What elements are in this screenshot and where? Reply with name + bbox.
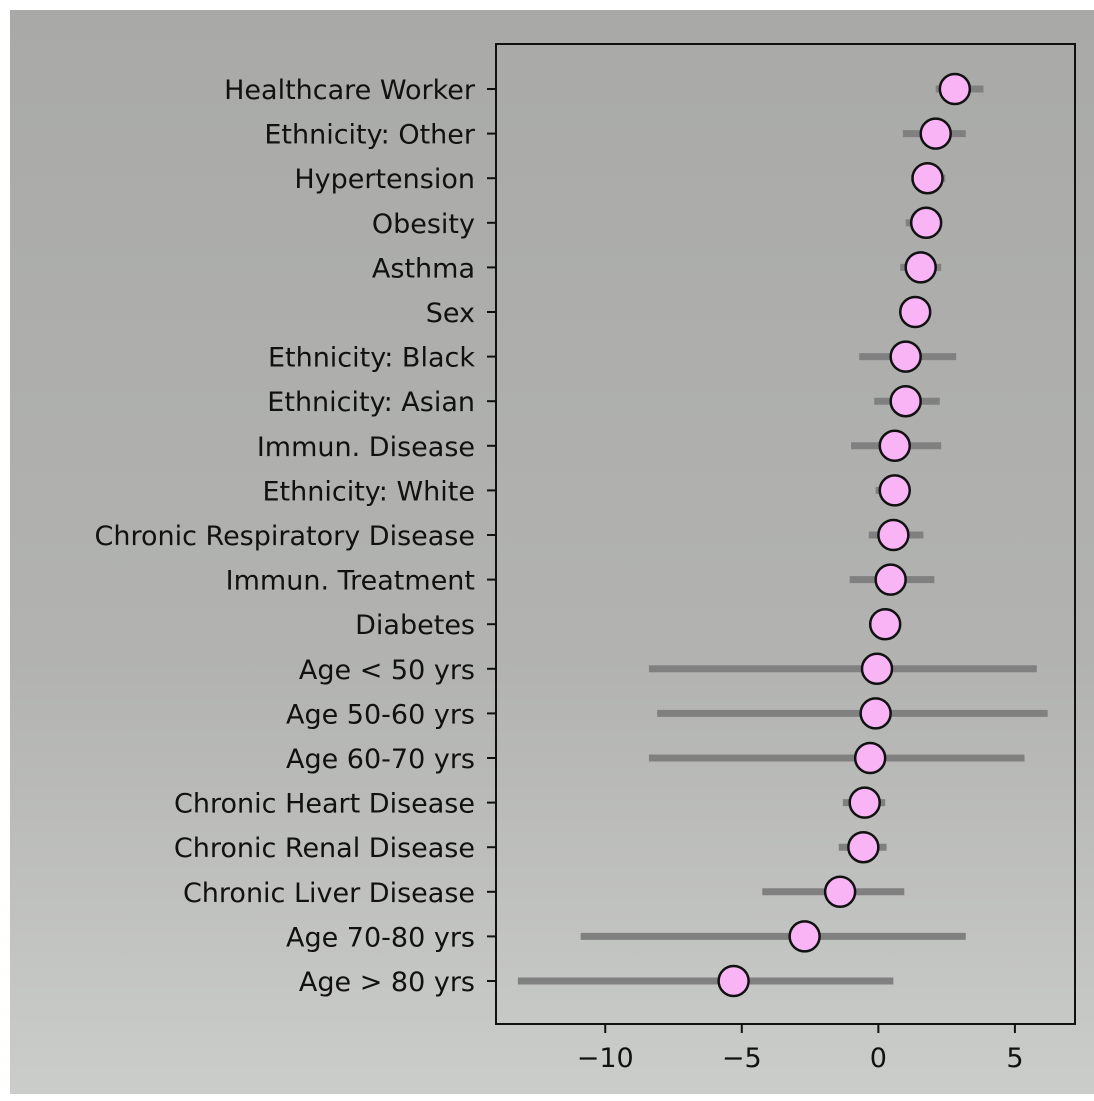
data-point — [868, 607, 902, 641]
data-point — [853, 741, 887, 775]
data-point — [874, 563, 907, 596]
data-point — [904, 251, 937, 284]
data-point — [919, 117, 952, 150]
x-tick-label: 0 — [870, 1043, 887, 1074]
x-tick-label: −5 — [722, 1043, 762, 1074]
y-tick-label: Age > 80 yrs — [299, 967, 475, 998]
data-point — [860, 652, 894, 686]
y-tick-label: Ethnicity: White — [262, 476, 475, 507]
y-tick-label: Age < 50 yrs — [299, 655, 475, 686]
data-point — [717, 964, 750, 998]
data-point — [898, 295, 932, 329]
y-tick-label: Immun. Disease — [257, 432, 475, 463]
data-point — [788, 920, 821, 953]
data-point — [889, 384, 922, 418]
y-tick-label: Age 60-70 yrs — [286, 744, 475, 775]
y-tick-label: Ethnicity: Black — [268, 343, 475, 374]
figure-background — [10, 10, 1094, 1094]
data-point — [848, 786, 881, 819]
y-tick-label: Age 50-60 yrs — [286, 699, 475, 730]
x-tick-label: 5 — [1006, 1043, 1023, 1074]
data-point — [909, 206, 943, 240]
data-point — [823, 875, 857, 909]
y-tick-label: Diabetes — [355, 610, 475, 641]
y-tick-label: Sex — [426, 298, 475, 329]
y-tick-label: Chronic Liver Disease — [183, 878, 475, 909]
data-point — [877, 518, 910, 552]
y-tick-label: Asthma — [372, 253, 475, 284]
data-point — [938, 72, 972, 106]
data-point — [859, 697, 892, 730]
y-tick-label: Chronic Respiratory Disease — [94, 521, 475, 552]
x-tick-label: −10 — [577, 1043, 634, 1074]
y-tick-label: Age 70-80 yrs — [286, 922, 475, 953]
y-tick-label: Hypertension — [294, 164, 475, 195]
y-tick-label: Ethnicity: Other — [264, 120, 476, 151]
data-point — [878, 474, 911, 507]
data-point — [889, 340, 922, 373]
data-point — [878, 429, 911, 463]
y-tick-label: Chronic Heart Disease — [174, 789, 475, 820]
axes-frame — [495, 43, 1076, 1025]
y-tick-label: Ethnicity: Asian — [267, 387, 475, 418]
data-point — [847, 830, 880, 864]
y-tick-label: Obesity — [372, 209, 475, 240]
y-tick-label: Healthcare Worker — [224, 75, 476, 106]
y-tick-label: Immun. Treatment — [226, 566, 475, 597]
data-point — [911, 161, 944, 195]
y-tick-label: Chronic Renal Disease — [174, 833, 475, 864]
